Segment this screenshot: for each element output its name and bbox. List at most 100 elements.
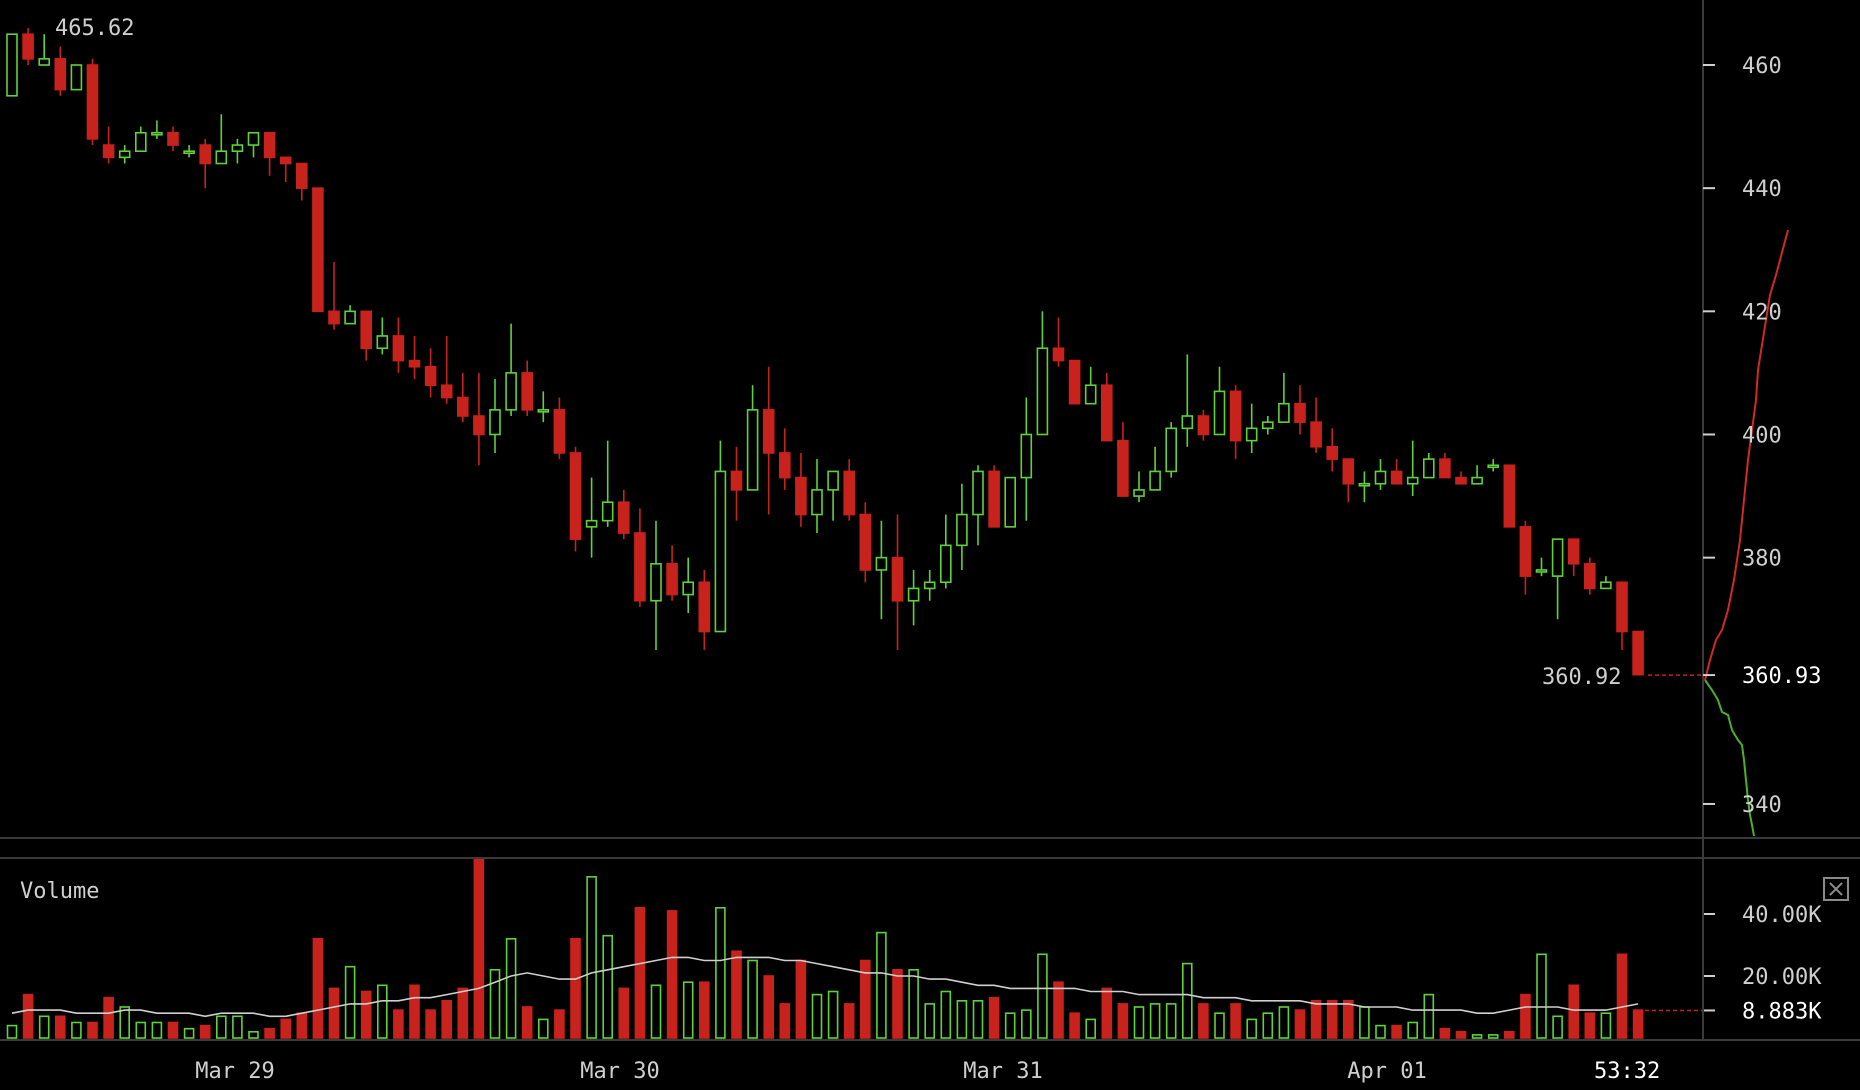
volume-bar (1310, 999, 1322, 1039)
candle (875, 556, 888, 571)
candle (537, 409, 550, 413)
candle (988, 470, 1000, 528)
candle (1149, 470, 1161, 491)
volume-bar (1020, 1009, 1032, 1039)
volume-bar (71, 1021, 82, 1039)
volume-bar (1117, 1003, 1129, 1039)
volume-bar (908, 968, 919, 1039)
candle (1584, 562, 1596, 590)
volume-bar (876, 931, 887, 1039)
volume-bar (1439, 1027, 1451, 1039)
candle (1197, 415, 1210, 436)
volume-bar (441, 999, 453, 1039)
volume-bar (505, 937, 517, 1039)
volume-bar (1294, 1009, 1306, 1039)
candle (1406, 476, 1419, 485)
candle (102, 144, 115, 159)
candle (859, 513, 872, 571)
volume-title: Volume (20, 879, 99, 904)
candle (1068, 359, 1081, 405)
candle (956, 513, 968, 547)
candle (215, 150, 228, 165)
candle (1519, 526, 1532, 577)
candle (1229, 390, 1242, 442)
volume-bar (827, 990, 839, 1039)
volume-bar (1471, 1034, 1483, 1039)
volume-bar (570, 937, 581, 1039)
volume-bar (6, 1024, 18, 1039)
volume-layer: 40.00K 20.00K 8.883K (6, 857, 1822, 1039)
candle (440, 384, 453, 399)
labels-layer: Volume 465.62 360.92 53:32 (20, 16, 1660, 1084)
candle (118, 150, 131, 159)
candle (1358, 482, 1371, 487)
candle (666, 562, 678, 596)
volume-bar (892, 968, 903, 1039)
volume-bar (1278, 1006, 1290, 1039)
volume-bar (344, 965, 356, 1039)
volume-bar (1246, 1018, 1257, 1039)
volume-bar (425, 1009, 436, 1039)
volume-bar (409, 984, 420, 1039)
candle (1632, 630, 1644, 676)
candle (939, 544, 952, 584)
volume-bar (940, 990, 952, 1039)
volume-bar (38, 1015, 50, 1039)
volume-bar (586, 875, 597, 1039)
price-tick-label-2: 420 (1742, 300, 1782, 325)
volume-bar (602, 934, 614, 1039)
candle (1439, 458, 1451, 479)
time-remaining-label: 53:32 (1594, 1059, 1660, 1084)
candle (1455, 476, 1467, 485)
volume-bar (119, 1006, 130, 1039)
candle (1390, 470, 1403, 485)
candle (521, 372, 534, 411)
volume-bar (167, 1021, 179, 1039)
volume-bar (216, 1015, 227, 1039)
volume-bar (296, 1012, 308, 1039)
volume-bar (682, 981, 694, 1039)
candle (617, 501, 630, 534)
volume-bar (1230, 1003, 1241, 1039)
candle (811, 489, 823, 516)
volume-bar (1520, 993, 1531, 1039)
volume-bar (328, 987, 340, 1039)
candle (135, 131, 147, 153)
volume-bar (956, 999, 968, 1039)
candle (827, 470, 839, 491)
volume-bar (1391, 1024, 1402, 1039)
time-label-0: Mar 29 (195, 1059, 274, 1084)
candle (70, 64, 83, 91)
volume-bar (1101, 987, 1113, 1039)
volume-bar (537, 1018, 549, 1039)
candle (650, 562, 662, 602)
candle (392, 335, 405, 362)
time-label-2: Mar 31 (963, 1059, 1042, 1084)
volume-bar (312, 937, 324, 1039)
candle (1616, 581, 1628, 633)
price-tick-label-6: 340 (1742, 793, 1782, 818)
candle (295, 162, 308, 189)
candle (795, 476, 807, 516)
volume-bar (1359, 1006, 1370, 1039)
volume-bar (521, 1006, 533, 1039)
volume-bar (1568, 984, 1579, 1039)
candle (1503, 464, 1516, 528)
candle (1310, 421, 1322, 448)
volume-bar (988, 996, 1000, 1039)
candle (1133, 489, 1145, 497)
candle (569, 452, 582, 540)
candle (376, 335, 389, 350)
candle (231, 144, 244, 153)
candle (199, 144, 211, 165)
volume-bar (1600, 1012, 1612, 1039)
candle (167, 131, 179, 146)
candle (408, 359, 421, 368)
close-volume-button[interactable] (1823, 877, 1849, 901)
candle (473, 415, 485, 436)
volume-tick-label-1: 20.00K (1742, 965, 1822, 990)
volume-bar (232, 1015, 243, 1039)
volume-bar (715, 906, 726, 1039)
last-price-label: 360.92 (1542, 665, 1621, 690)
